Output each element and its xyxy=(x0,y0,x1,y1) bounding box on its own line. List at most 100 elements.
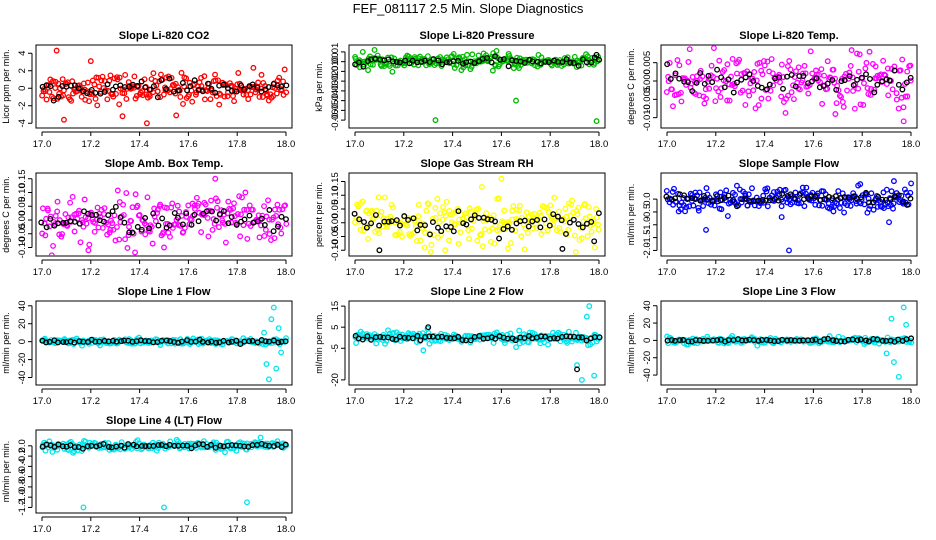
x-tick-label: 17.4 xyxy=(130,267,149,278)
reference-point xyxy=(150,210,157,217)
data-point xyxy=(848,47,855,54)
outlier-point xyxy=(888,315,895,322)
x-axis: 17.0 17.2 17.4 17.6 17.8 18.0 xyxy=(346,388,608,407)
outlier-point xyxy=(886,219,892,226)
data-point xyxy=(239,194,245,201)
reference-point xyxy=(142,84,149,91)
data-point xyxy=(52,85,59,92)
x-tick-label: 17.0 xyxy=(658,267,677,278)
data-point xyxy=(701,100,708,107)
reference-point xyxy=(393,217,400,224)
reference-point xyxy=(680,337,687,343)
y-tick-label: -0.5 xyxy=(642,204,653,220)
reference-point xyxy=(854,337,861,344)
reference-point xyxy=(282,338,289,345)
data-point xyxy=(586,213,593,220)
reference-point xyxy=(246,338,253,345)
x-tick-label: 17.6 xyxy=(179,139,198,150)
data-point xyxy=(846,69,853,76)
data-point xyxy=(434,234,441,241)
reference-point xyxy=(142,443,149,450)
data-point xyxy=(717,189,724,196)
x-tick-label: 17.6 xyxy=(804,267,823,278)
reference-point xyxy=(808,78,815,85)
data-point xyxy=(516,202,523,209)
data-point xyxy=(131,73,138,80)
data-point xyxy=(376,230,383,237)
data-point xyxy=(77,239,84,246)
data-point xyxy=(857,101,864,108)
reference-point xyxy=(874,81,881,88)
data-point xyxy=(278,230,285,237)
reference-point xyxy=(393,58,400,65)
data-point xyxy=(793,68,799,75)
reference-point xyxy=(730,196,737,203)
reference-point xyxy=(467,337,474,344)
reference-point xyxy=(155,222,162,229)
data-point xyxy=(534,224,540,231)
reference-point xyxy=(121,219,128,226)
data-point xyxy=(571,53,578,60)
data-point xyxy=(526,329,533,336)
data-point xyxy=(178,69,185,76)
reference-point xyxy=(788,337,794,343)
y-axis: 0.0-0.5-1.0-1.5-2.0 xyxy=(642,192,658,259)
x-tick-label: 17.0 xyxy=(346,139,365,150)
reference-point xyxy=(241,86,247,93)
data-points xyxy=(664,304,915,380)
reference-point xyxy=(38,219,45,226)
x-axis: 17.0 17.2 17.4 17.6 17.8 18.0 xyxy=(33,388,295,407)
reference-point xyxy=(443,59,450,66)
y-tick-label: 0 xyxy=(642,338,653,343)
reference-point xyxy=(270,337,277,344)
reference-point xyxy=(184,442,191,449)
reference-point xyxy=(401,213,408,220)
reference-point xyxy=(179,79,186,86)
reference-point xyxy=(174,214,181,221)
y-tick-label: 4 xyxy=(17,51,28,56)
data-point xyxy=(59,231,66,237)
reference-point xyxy=(166,222,173,229)
data-point xyxy=(872,63,879,70)
data-point xyxy=(442,212,449,219)
data-point xyxy=(674,57,681,64)
data-point xyxy=(214,198,221,205)
data-point xyxy=(729,55,736,62)
reference-point xyxy=(588,59,595,66)
data-point xyxy=(468,208,474,215)
reference-point xyxy=(262,442,269,449)
data-point xyxy=(733,182,740,189)
data-point xyxy=(880,57,887,64)
data-point xyxy=(132,249,139,256)
data-point xyxy=(78,93,85,100)
panel-title: Slope Amb. Box Temp. xyxy=(105,158,224,170)
reference-point xyxy=(497,56,504,63)
y-tick-label: 0.15 xyxy=(17,170,28,189)
data-point xyxy=(718,85,725,92)
reference-point xyxy=(208,85,215,92)
reference-point xyxy=(249,81,256,88)
reference-point xyxy=(96,338,103,345)
x-tick-label: 17.4 xyxy=(443,139,462,150)
reference-point xyxy=(426,59,433,65)
reference-point xyxy=(204,80,211,87)
y-tick-label: -0.06 xyxy=(330,109,341,131)
data-point xyxy=(180,101,186,107)
y-axis-label: percent per min. xyxy=(314,182,324,247)
data-point xyxy=(452,221,459,228)
reference-point xyxy=(738,76,745,83)
data-point xyxy=(415,62,422,69)
reference-point xyxy=(43,339,50,346)
reference-point xyxy=(220,81,227,88)
y-tick-label: 0.15 xyxy=(330,172,341,191)
reference-point xyxy=(47,83,54,90)
reference-point xyxy=(866,75,873,82)
data-point xyxy=(864,85,871,92)
data-point xyxy=(795,64,802,71)
outlier-point xyxy=(778,214,785,221)
data-point xyxy=(54,198,61,205)
data-point xyxy=(521,246,528,253)
reference-point xyxy=(134,223,141,230)
x-tick-label: 17.6 xyxy=(179,524,198,535)
x-tick-label: 18.0 xyxy=(902,139,921,150)
